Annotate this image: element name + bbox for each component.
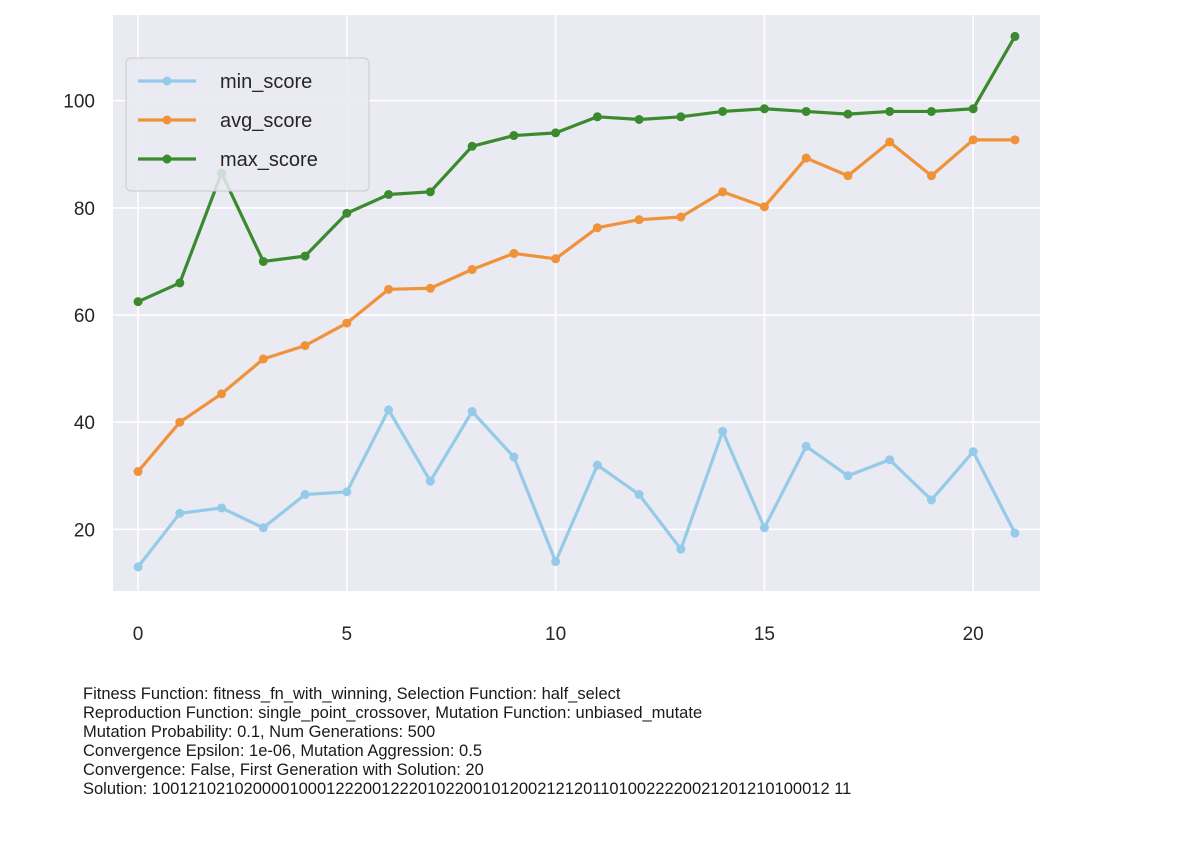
point-min_score: [175, 508, 185, 518]
caption-line-convergence: Convergence: False, First Generation wit…: [83, 761, 484, 779]
point-min_score: [801, 441, 811, 451]
y-tick-label: 80: [74, 199, 95, 220]
point-min_score: [759, 523, 769, 533]
point-max_score: [759, 104, 769, 114]
caption-line-solution: Solution: 100121021020000100012220012220…: [83, 780, 852, 798]
point-max_score: [551, 128, 561, 138]
point-min_score: [467, 407, 477, 417]
point-max_score: [509, 131, 519, 141]
point-avg_score: [133, 467, 143, 477]
point-avg_score: [801, 153, 811, 163]
point-min_score: [885, 455, 895, 465]
point-max_score: [467, 141, 477, 151]
point-max_score: [342, 208, 352, 218]
point-avg_score: [217, 389, 227, 399]
series-line-max_score: [136, 34, 1017, 304]
grid-lines: [113, 15, 1040, 591]
legend-marker-max_score: [162, 154, 172, 164]
tick-labels: 0 5 10 15 20 20 40 60 80 100: [63, 92, 983, 645]
point-min_score: [384, 405, 394, 415]
line-chart: 0 5 10 15 20 20 40 60 80 100 min_score avg_scorema…: [63, 15, 1040, 645]
point-avg_score: [384, 284, 394, 294]
caption-line-mutation-probability: Mutation Probability: 0.1, Num Generatio…: [83, 723, 436, 741]
point-max_score: [258, 256, 268, 266]
x-tick-label: 0: [133, 624, 144, 645]
point-avg_score: [342, 318, 352, 328]
legend: min_score avg_score max_score: [125, 57, 370, 192]
point-max_score: [175, 278, 185, 288]
point-avg_score: [592, 223, 602, 233]
point-avg_score: [759, 202, 769, 212]
caption-line-convergence-epsilon: Convergence Epsilon: 1e-06, Mutation Agg…: [83, 742, 482, 760]
point-avg_score: [718, 187, 728, 197]
series-line-avg_score: [136, 138, 1017, 474]
x-tick-label: 20: [963, 624, 984, 645]
point-avg_score: [968, 135, 978, 145]
point-avg_score: [1010, 135, 1020, 145]
point-avg_score: [467, 265, 477, 275]
point-min_score: [425, 476, 435, 486]
point-avg_score: [175, 417, 185, 427]
legend-label-min_score: min_score: [220, 71, 312, 93]
point-avg_score: [300, 341, 310, 351]
point-max_score: [634, 114, 644, 124]
point-max_score: [384, 189, 394, 199]
point-avg_score: [551, 254, 561, 264]
point-max_score: [968, 104, 978, 114]
point-min_score: [926, 495, 936, 505]
legend-label-max_score: max_score: [220, 149, 318, 171]
point-min_score: [676, 544, 686, 554]
y-tick-label: 20: [74, 520, 95, 541]
point-max_score: [133, 297, 143, 307]
point-avg_score: [258, 354, 268, 364]
point-min_score: [509, 452, 519, 462]
point-avg_score: [634, 215, 644, 225]
point-min_score: [1010, 528, 1020, 538]
point-max_score: [801, 106, 811, 116]
point-min_score: [217, 503, 227, 513]
point-max_score: [718, 106, 728, 116]
point-min_score: [592, 460, 602, 470]
y-tick-label: 40: [74, 413, 95, 434]
point-max_score: [885, 106, 895, 116]
point-min_score: [718, 426, 728, 436]
point-max_score: [1010, 31, 1020, 41]
point-max_score: [676, 112, 686, 122]
point-min_score: [258, 523, 268, 533]
point-avg_score: [843, 171, 853, 181]
legend-label-avg_score: avg_score: [220, 110, 312, 132]
x-tick-label: 5: [342, 624, 353, 645]
y-tick-label: 60: [74, 306, 95, 327]
point-min_score: [133, 562, 143, 572]
point-min_score: [634, 490, 644, 500]
point-avg_score: [676, 212, 686, 222]
point-avg_score: [926, 171, 936, 181]
point-avg_score: [885, 137, 895, 147]
caption-line-reproduction: Reproduction Function: single_point_cros…: [83, 704, 703, 722]
legend-marker-avg_score: [162, 115, 172, 125]
point-avg_score: [425, 283, 435, 293]
point-min_score: [342, 487, 352, 497]
x-tick-label: 10: [545, 624, 566, 645]
x-tick-label: 15: [754, 624, 775, 645]
series-lines: [133, 31, 1020, 572]
point-max_score: [300, 251, 310, 261]
caption-line-fitness: Fitness Function: fitness_fn_with_winnin…: [83, 685, 621, 703]
y-tick-label: 100: [63, 92, 95, 113]
point-min_score: [843, 471, 853, 481]
point-avg_score: [509, 248, 519, 258]
point-min_score: [968, 447, 978, 457]
legend-marker-min_score: [162, 76, 172, 86]
point-max_score: [592, 112, 602, 122]
point-max_score: [926, 106, 936, 116]
series-line-min_score: [136, 408, 1017, 569]
point-min_score: [551, 557, 561, 567]
point-min_score: [300, 490, 310, 500]
parameters-caption: Fitness Function: fitness_fn_with_winnin…: [83, 685, 1183, 799]
point-max_score: [843, 109, 853, 119]
point-max_score: [425, 187, 435, 197]
